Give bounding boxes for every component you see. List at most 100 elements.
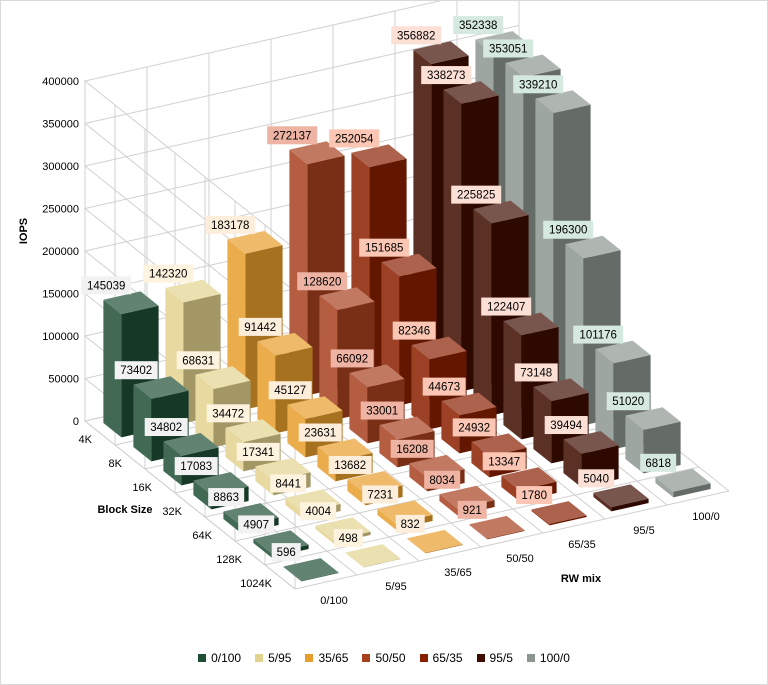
data-label: 45127 (268, 381, 312, 400)
data-label: 921 (457, 500, 487, 519)
data-label-bg (206, 404, 250, 423)
bar-top (505, 54, 561, 78)
data-label-text: 145039 (87, 280, 125, 292)
bar-top (441, 392, 497, 416)
data-label: 272137 (267, 126, 318, 145)
data-label-text: 225825 (457, 190, 495, 202)
bar-top (195, 366, 251, 390)
data-label-bg (333, 529, 363, 548)
y-tick-label: 350000 (42, 119, 79, 131)
data-label-text: 832 (401, 519, 420, 531)
data-label-text: 151685 (365, 243, 403, 255)
bar-side (347, 479, 366, 506)
data-label-bg (514, 363, 558, 382)
data-label: 353051 (483, 39, 534, 58)
data-label-text: 101176 (579, 330, 617, 342)
data-label: 151685 (359, 238, 410, 257)
bar-top (473, 200, 529, 224)
rw-mix-tick-label: 5/95 (385, 581, 406, 593)
data-label-bg (424, 470, 461, 489)
data-label-text: 34472 (212, 408, 244, 420)
data-label-text: 498 (339, 533, 358, 545)
data-label-bg (359, 238, 410, 257)
data-label-text: 356882 (397, 30, 435, 42)
bar-side (533, 386, 552, 464)
y-tick-label: 100000 (42, 331, 79, 343)
data-label-text: 39494 (550, 420, 583, 432)
legend-item: 100/0 (526, 651, 570, 665)
legend-label: 100/0 (539, 651, 570, 665)
data-label-text: 45127 (274, 385, 306, 397)
bar-top (165, 279, 221, 303)
data-label: 6818 (640, 453, 677, 472)
data-label: 23631 (298, 423, 342, 442)
data-label-text: 66092 (336, 353, 368, 365)
floor-gridline (84, 420, 296, 590)
data-label-bg (606, 392, 650, 411)
bar-front (673, 483, 711, 498)
bar-top (443, 81, 499, 104)
y-tick-label: 250000 (42, 204, 79, 216)
data-label: 352338 (453, 16, 504, 35)
data-label-text: 5040 (583, 473, 609, 485)
bar-side (439, 494, 458, 516)
data-label: 8034 (424, 470, 461, 489)
data-label: 34472 (206, 404, 250, 423)
legend-label: 95/5 (489, 651, 513, 665)
bar-front (549, 515, 587, 526)
y-tick-label: 400000 (42, 76, 79, 88)
data-label: 225825 (451, 185, 502, 204)
bar-top (349, 364, 405, 388)
bar-side (223, 511, 242, 534)
bar-65/35-1024K (531, 501, 587, 526)
bar-top (379, 416, 435, 440)
rw-mix-tick-label: 65/35 (568, 539, 596, 551)
bar-top (593, 484, 649, 508)
block-size-tick-label: 8K (109, 458, 123, 470)
bar-top (227, 230, 283, 254)
data-label-text: 122407 (487, 302, 525, 314)
data-label: 44673 (422, 377, 466, 396)
data-label-bg (513, 75, 564, 94)
data-label-bg (578, 469, 615, 488)
data-label-bg (329, 129, 380, 148)
block-size-tick-label: 1024K (240, 578, 272, 590)
bar-top (501, 467, 557, 491)
data-label-bg (482, 452, 526, 471)
data-label-bg (330, 349, 374, 368)
data-label-text: 68631 (182, 355, 214, 367)
data-label: 596 (271, 543, 301, 562)
bar-top (565, 235, 621, 259)
data-label-text: 338273 (427, 70, 465, 82)
data-label: 34802 (144, 418, 188, 437)
data-label-text: 44673 (428, 382, 460, 394)
block-size-tick-label: 128K (216, 554, 242, 566)
bar-side (407, 538, 426, 554)
y-axis-title: IOPS (18, 218, 30, 244)
rw-mix-axis-title: RW mix (561, 573, 602, 585)
bar-top (163, 433, 219, 456)
bar-side (133, 384, 152, 462)
legend-item: 50/50 (362, 651, 406, 665)
data-label-text: 128620 (303, 276, 341, 288)
rw-mix-tick-label: 95/5 (633, 525, 654, 537)
legend-swatch (526, 654, 535, 662)
bar-side (655, 477, 674, 498)
bar-top (103, 291, 159, 315)
block-size-axis-title: Block Size (97, 504, 152, 516)
bar-side (315, 525, 334, 544)
data-label-text: 7231 (367, 489, 393, 501)
bar-top (257, 332, 313, 356)
data-label: 73402 (114, 361, 158, 380)
data-label: 33001 (360, 401, 404, 420)
data-label-text: 8863 (213, 492, 239, 504)
bar-side (409, 463, 428, 492)
data-label-text: 16208 (396, 444, 428, 456)
data-label-bg (453, 16, 504, 35)
bar-top (407, 529, 463, 553)
data-label-bg (457, 500, 487, 519)
bar-side (349, 372, 368, 444)
data-label-text: 51020 (612, 396, 644, 408)
bar-top (595, 340, 651, 364)
bar-top (535, 90, 591, 114)
